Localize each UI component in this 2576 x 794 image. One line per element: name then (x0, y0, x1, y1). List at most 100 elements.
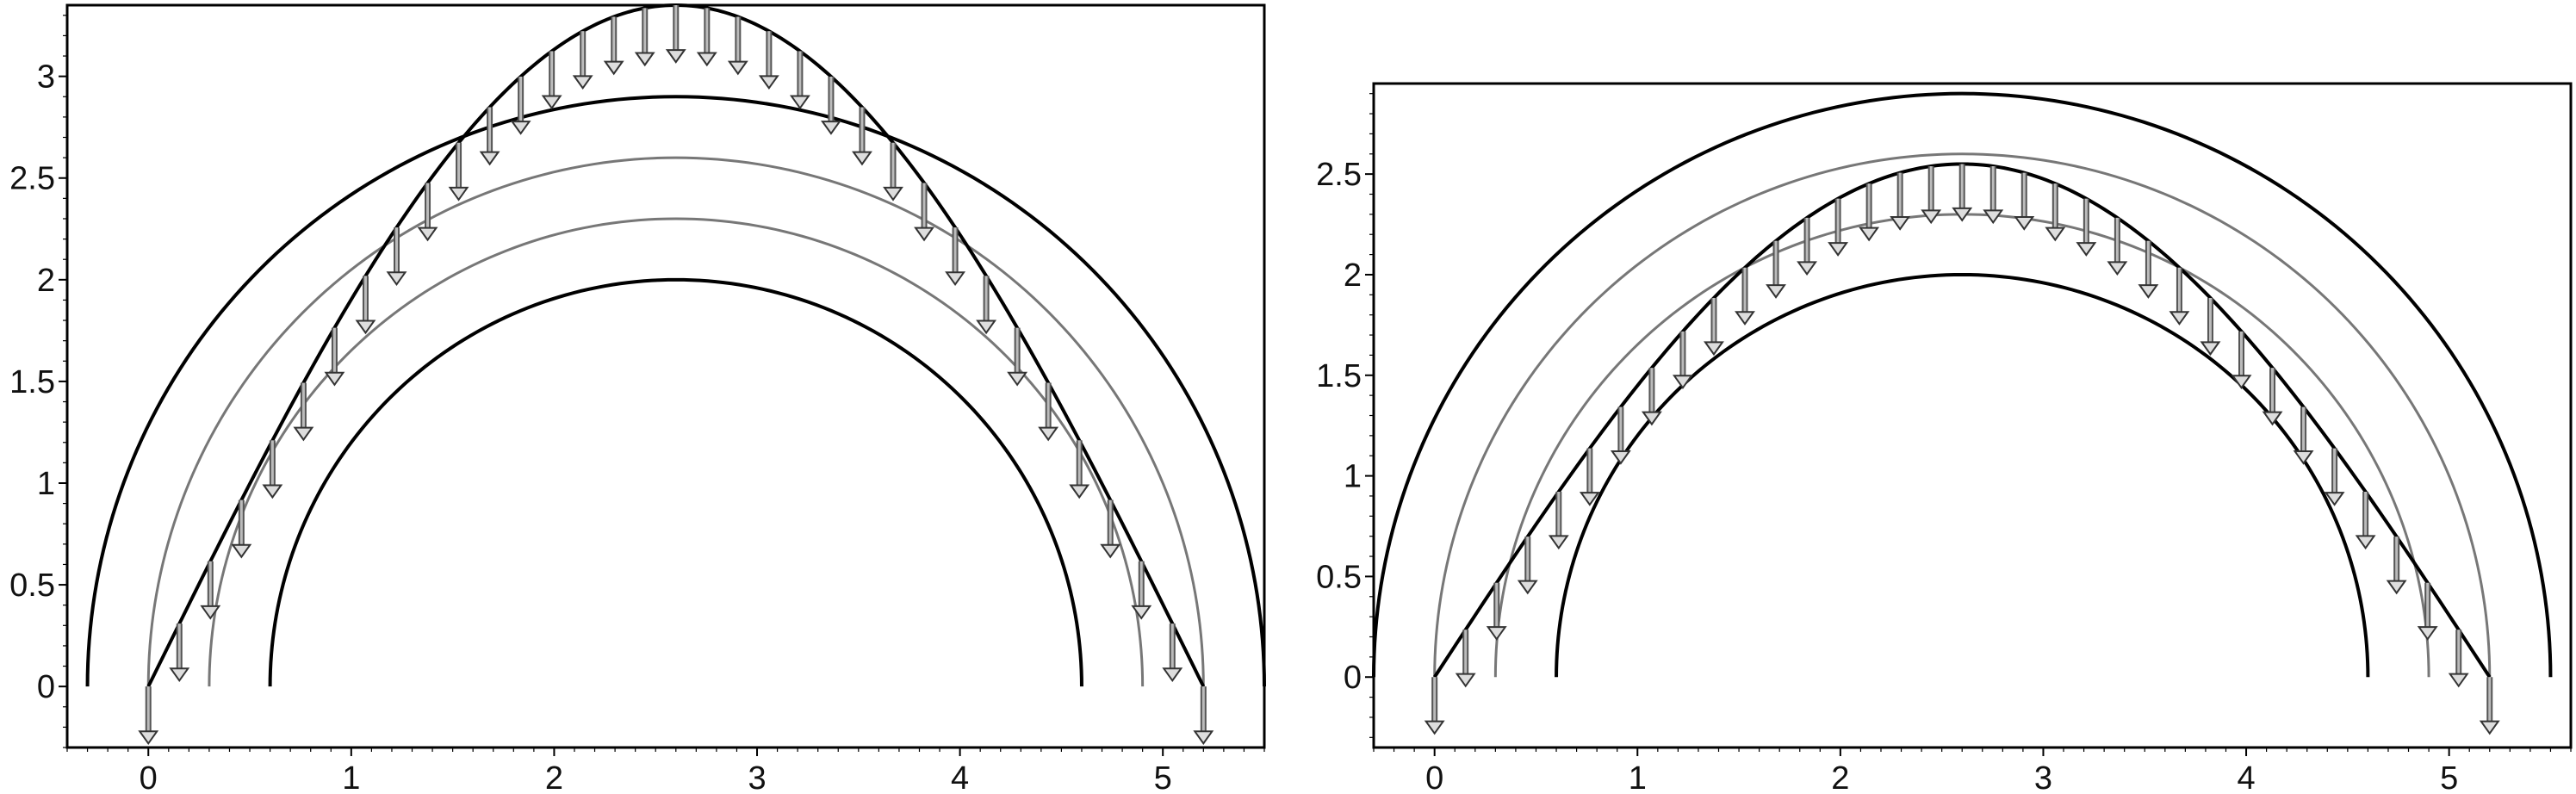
load-arrow (976, 276, 997, 335)
load-arrow (665, 5, 686, 64)
arc-4 (268, 277, 1083, 687)
x-tick-label: 5 (2440, 760, 2458, 794)
load-arrow (448, 142, 469, 202)
x-tick-label: 0 (1425, 760, 1443, 794)
plot-frame (65, 3, 1266, 749)
y-tick-label: 1.5 (1316, 358, 1362, 394)
load-arrow (758, 31, 779, 90)
load-arrow (2479, 677, 2500, 735)
arc-1 (85, 95, 1266, 687)
load-profile (1433, 162, 2492, 679)
load-arrow (945, 227, 966, 287)
load-arrow (2324, 448, 2345, 506)
load-arrow (2262, 368, 2283, 426)
y-tick-label: 2.5 (9, 161, 55, 197)
load-arrow (479, 107, 500, 166)
load-arrow (2231, 331, 2252, 389)
x-tick-label: 4 (2237, 760, 2255, 794)
load-arrow (2076, 198, 2097, 257)
y-tick-label: 1 (37, 466, 55, 502)
load-arrow (789, 51, 810, 110)
load-arrow (2138, 240, 2159, 299)
arc-3 (1493, 213, 2430, 678)
x-tick-label: 1 (342, 760, 360, 794)
load-arrow (696, 8, 717, 67)
x-tick-label: 2 (545, 760, 563, 794)
chart-right: 0 1 2 3 4 5 0 0.5 1 1.5 2 2.5 (1316, 82, 2573, 794)
load-arrow (1579, 448, 1600, 506)
load-arrow (1100, 499, 1121, 559)
x-tick-label: 0 (140, 760, 158, 794)
load-arrow (852, 107, 872, 166)
load-arrow (1424, 677, 1445, 735)
y-tick-label: 0 (1344, 660, 1362, 696)
load-arrow (200, 561, 221, 620)
load-arrow (1455, 630, 1476, 688)
load-arrow (2355, 492, 2376, 550)
load-arrow (1069, 440, 1090, 499)
load-profile (146, 3, 1206, 688)
load-arrow (2200, 297, 2221, 357)
load-arrow (1859, 183, 1880, 242)
y-tick-label: 0.5 (9, 568, 55, 604)
load-arrow (510, 76, 531, 135)
load-arrow (1486, 582, 1507, 641)
load-arrow (2045, 183, 2066, 242)
chart-left: 0 1 2 3 4 5 0 0.5 1 1.5 2 2.5 3 (9, 3, 1266, 794)
load-arrow (2107, 217, 2128, 276)
x-tick-label: 2 (1831, 760, 1849, 794)
load-arrow (355, 276, 376, 335)
load-arrow (603, 16, 624, 76)
load-arrow (1193, 686, 1214, 745)
load-arrow (1162, 623, 1183, 682)
arc-3 (208, 217, 1145, 687)
load-arrow (820, 76, 841, 135)
load-arrow (324, 327, 345, 387)
load-arrow (417, 183, 438, 242)
load-arrow (572, 31, 593, 90)
load-arrow (883, 142, 903, 202)
load-arrow (2386, 537, 2407, 595)
load-arrow (1921, 165, 1942, 225)
load-arrow (1983, 165, 2004, 225)
load-arrow (1735, 267, 1755, 326)
y-tick-label: 2 (37, 263, 55, 299)
arc-2 (146, 156, 1205, 687)
y-tick-label: 3 (37, 59, 55, 96)
y-tick-label: 2 (1344, 257, 1362, 294)
load-arrow (1610, 406, 1631, 465)
load-arrow (1704, 297, 1724, 357)
load-arrow (262, 440, 283, 499)
load-arrow (293, 382, 314, 442)
y-tick-label: 0.5 (1316, 559, 1362, 595)
load-arrow (231, 499, 252, 559)
x-tick-label: 3 (748, 760, 766, 794)
load-arrow (541, 51, 562, 110)
load-arrow (169, 623, 190, 682)
load-arrow (2169, 267, 2190, 326)
arc-1 (1372, 91, 2553, 678)
y-tick-label: 2.5 (1316, 157, 1362, 193)
load-arrow (1548, 492, 1569, 550)
load-arrow (2448, 630, 2469, 688)
load-arrow (914, 183, 934, 242)
arc-2 (1433, 152, 2492, 678)
load-arrow (138, 686, 159, 745)
load-arrow (727, 16, 748, 76)
x-tick-label: 3 (2034, 760, 2052, 794)
load-arrow (386, 227, 407, 287)
plot-frame (1372, 82, 2573, 749)
load-arrow (1007, 327, 1028, 387)
x-tick-label: 1 (1629, 760, 1647, 794)
load-arrow (1517, 537, 1538, 595)
load-arrow (1766, 240, 1786, 299)
load-arrow (1952, 164, 1973, 222)
load-arrow (2014, 172, 2035, 231)
load-arrow (2293, 406, 2314, 465)
load-arrow (1641, 368, 1662, 426)
load-arrow (1828, 198, 1849, 257)
y-tick-label: 1.5 (9, 364, 55, 400)
load-arrow (1038, 382, 1059, 442)
load-arrow (1672, 331, 1693, 389)
